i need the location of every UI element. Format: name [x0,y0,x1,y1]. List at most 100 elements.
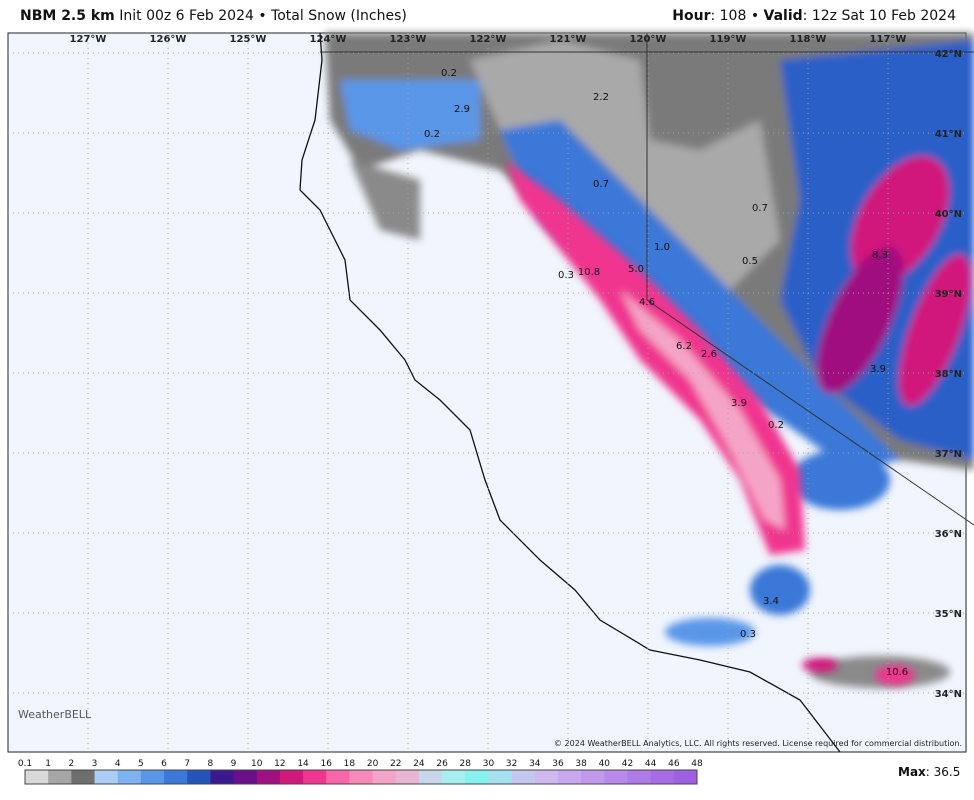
lon-label: 126°W [150,34,187,45]
legend-level: 4 [115,759,121,769]
legend-max: Max: 36.5 [898,765,960,779]
snow-total-label: 10.8 [578,267,600,278]
snow-total-label: 6.2 [676,341,692,352]
legend-swatch [418,770,443,784]
lat-label: 39°N [935,289,962,300]
snow-total-label: 0.7 [593,179,609,190]
legend-level: 6 [161,759,167,769]
lon-label: 124°W [310,34,347,45]
legend-swatch [71,770,96,784]
legend-swatch [326,770,350,784]
legend-level: 1 [45,759,51,769]
snow-field [325,33,974,688]
legend-swatch [140,770,165,784]
legend-swatch [48,770,72,784]
max-label: Max [898,765,926,779]
lon-label: 122°W [470,34,507,45]
legend-level: 46 [668,759,680,769]
lon-label: 117°W [870,34,907,45]
lon-label: 120°W [630,34,667,45]
init: Init 00z 6 Feb 2024 • Total Snow (Inches… [119,8,407,24]
snow-total-label: 0.2 [768,420,784,431]
hour: : 108 • [710,8,764,24]
hour-label: Hour [672,8,711,24]
legend-level: 38 [575,759,587,769]
lon-label: 127°W [70,34,107,45]
model: NBM 2.5 km [20,8,115,24]
lon-label: 121°W [550,34,587,45]
lon-label: 125°W [230,34,267,45]
snow-total-label: 0.2 [424,129,440,140]
legend-level: 40 [599,759,611,769]
lat-label: 36°N [935,529,962,540]
legend-level: 12 [274,759,285,769]
legend-swatch [164,770,188,784]
snow-total-label: 1.0 [654,242,670,253]
lat-label: 34°N [935,689,962,700]
lat-label: 37°N [935,449,962,460]
legend-level: 0.1 [18,759,32,769]
copyright: © 2024 WeatherBELL Analytics, LLC. All r… [554,739,962,748]
legend-level: 9 [231,759,237,769]
header-left: NBM 2.5 km Init 00z 6 Feb 2024 • Total S… [20,8,407,24]
legend-swatch [511,770,536,784]
legend-swatch [187,770,211,784]
lon-label: 118°W [790,34,827,45]
legend-swatch [303,770,327,784]
legend-swatch [372,770,397,784]
legend-swatch [395,770,420,784]
header-right: Hour: 108 • Valid: 12z Sat 10 Feb 2024 [672,8,956,24]
legend-border [24,769,698,785]
legend-swatch [349,770,374,784]
legend-level: 44 [645,759,657,769]
legend-swatch [488,770,513,784]
legend-level: 16 [321,759,333,769]
legend-swatch [581,770,605,784]
legend-level: 3 [92,759,98,769]
legend-swatch [465,770,489,784]
legend-level: 7 [184,759,190,769]
legend-swatch [604,770,628,784]
legend-swatch [650,770,675,784]
valid: : 12z Sat 10 Feb 2024 [802,8,956,24]
snow-total-label: 3.9 [870,364,886,375]
state-borders [320,33,974,526]
logo: WeatherBELL [18,708,92,721]
map-labels: 127°W 126°W 125°W 124°W 123°W 122°W 121°W 120°W… [70,34,962,700]
legend-level: 22 [390,759,401,769]
legend-swatch [210,770,235,784]
snow-total-label: 0.5 [742,256,758,267]
lon-label: 123°W [390,34,427,45]
legend-level: 2 [68,759,74,769]
legend-level: 30 [483,759,495,769]
legend-level: 5 [138,759,144,769]
legend-level: 18 [344,759,356,769]
legend-level: 14 [297,759,309,769]
lat-label: 41°N [935,129,962,140]
legend-swatch [442,770,466,784]
snow-total-label: 10.6 [886,667,908,678]
legend-swatch [279,770,304,784]
legend-swatch [673,770,698,784]
legend-level: 32 [506,759,517,769]
legend-level: 8 [208,759,214,769]
snow-total-label: 4.6 [639,297,655,308]
legend-level: 26 [436,759,448,769]
legend-swatch [256,770,281,784]
sierra-snow [505,160,915,685]
legend-level: 24 [413,759,425,769]
snow-total-label: 2.6 [701,349,717,360]
legend-swatch [233,770,258,784]
snow-total-label: 0.3 [740,629,756,640]
lat-label: 40°N [935,209,962,220]
snow-total-label: 0.2 [441,68,457,79]
legend-level: 10 [251,759,263,769]
legend-swatch [94,770,119,784]
legend-swatch [627,770,652,784]
snow-total-label: 8.3 [872,250,888,261]
legend-level: 36 [552,759,564,769]
legend-level: 28 [460,759,472,769]
max-value: : 36.5 [926,765,961,779]
